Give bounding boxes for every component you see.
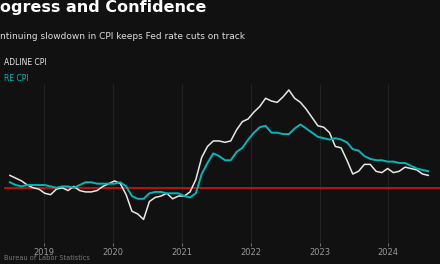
- Text: Bureau of Labor Statistics: Bureau of Labor Statistics: [4, 255, 90, 261]
- Text: RE CPI: RE CPI: [4, 74, 29, 83]
- Text: ogress and Confidence: ogress and Confidence: [0, 0, 206, 15]
- Text: ADLINE CPI: ADLINE CPI: [4, 58, 47, 67]
- Text: ntinuing slowdown in CPI keeps Fed rate cuts on track: ntinuing slowdown in CPI keeps Fed rate …: [0, 32, 245, 41]
